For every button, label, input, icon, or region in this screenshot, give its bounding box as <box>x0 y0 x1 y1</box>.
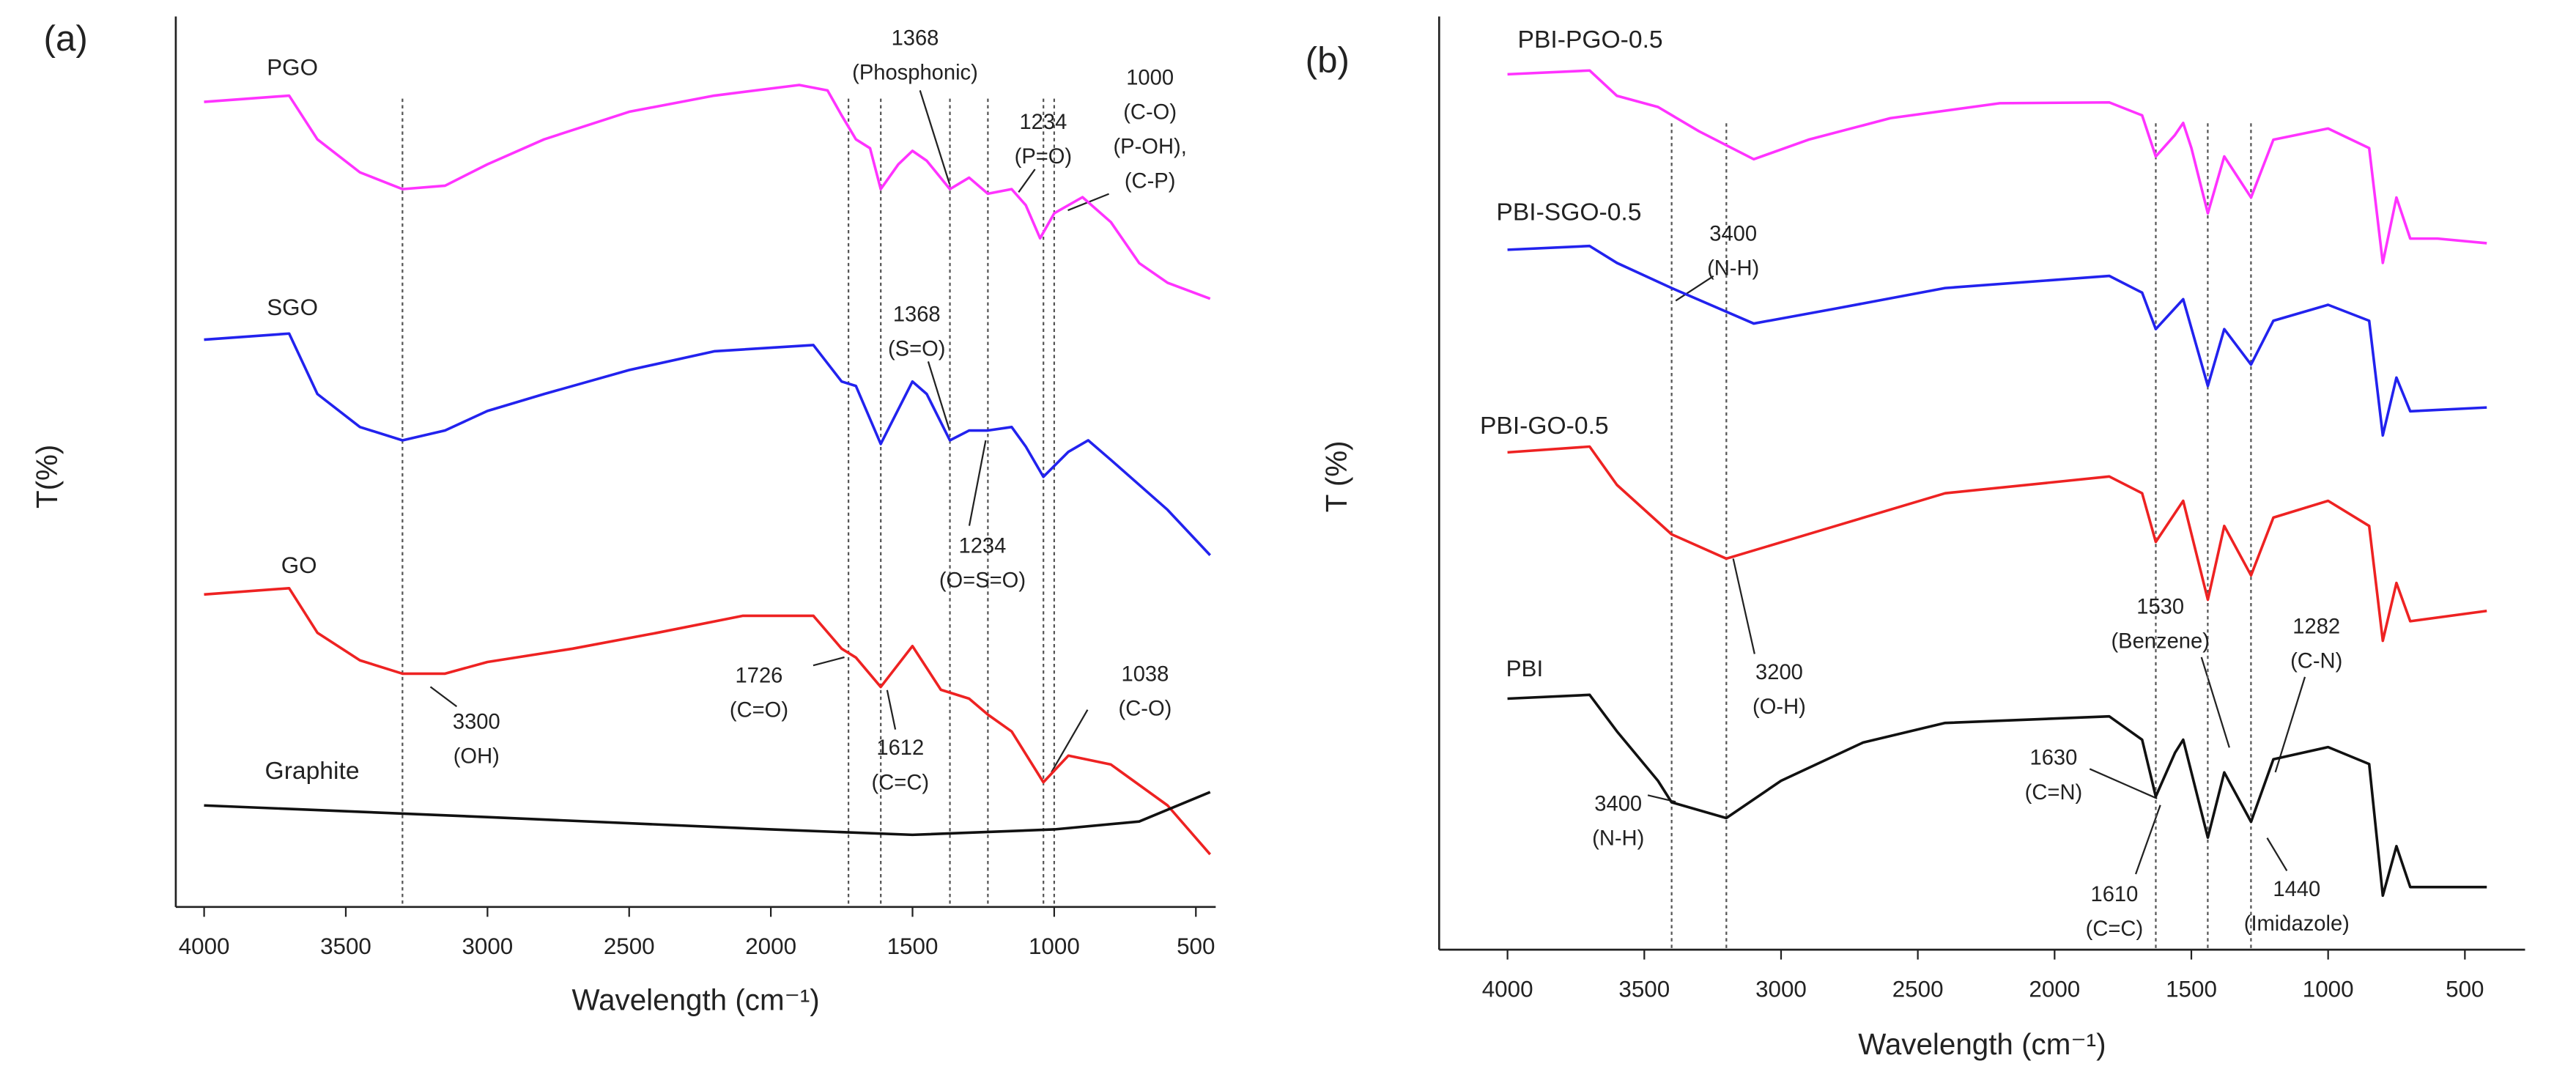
spectrum-line <box>204 332 1212 556</box>
series-label: GO <box>281 552 317 578</box>
spectrum-line <box>204 84 1211 300</box>
leader-line <box>1018 169 1036 193</box>
annotation: 1610 <box>2090 883 2138 906</box>
x-tick-label: 2500 <box>604 933 655 959</box>
annotation: 1234 <box>959 534 1007 558</box>
leader-line <box>919 90 951 185</box>
spectrum-line <box>1507 445 2487 643</box>
series-label: PBI <box>1506 656 1544 681</box>
leader-line <box>2200 657 2230 748</box>
panel-label: (b) <box>1306 40 1350 80</box>
annotation: (C=C) <box>872 771 930 794</box>
x-tick-label: 1000 <box>2303 976 2354 1002</box>
x-tick-label: 3000 <box>462 933 513 959</box>
leader-line <box>886 689 897 730</box>
leader-line <box>2134 805 2161 875</box>
annotation: 1530 <box>2136 595 2184 618</box>
series-label: SGO <box>267 295 318 320</box>
annotation: (P=O) <box>1015 145 1073 169</box>
x-tick-label: 3000 <box>1755 976 1807 1002</box>
x-tick-label: 1000 <box>1029 933 1080 959</box>
annotation: (C=C) <box>2086 917 2144 941</box>
annotation: 1000 <box>1126 66 1174 89</box>
series-label: PBI-GO-0.5 <box>1480 413 1609 440</box>
annotation: (C-O) <box>1123 100 1177 124</box>
annotation: (OH) <box>454 744 500 768</box>
annotation: (S=O) <box>888 337 946 360</box>
x-axis-title: Wavelength (cm⁻¹) <box>571 983 819 1017</box>
annotation: (N-H) <box>1707 256 1759 280</box>
annotation: (N-H) <box>1592 827 1644 851</box>
annotation: (Imidazole) <box>2244 912 2350 936</box>
spectrum-line <box>1507 693 2487 898</box>
series-label: PBI-PGO-0.5 <box>1518 26 1663 53</box>
leader-line <box>2274 676 2306 773</box>
x-tick-label: 500 <box>2446 976 2484 1002</box>
annotation: (C=O) <box>730 699 788 722</box>
x-tick-label: 2000 <box>745 933 796 959</box>
series-label: PBI-SGO-0.5 <box>1496 199 1641 226</box>
x-tick-label: 1500 <box>887 933 939 959</box>
x-tick-label: 2500 <box>1892 976 1944 1002</box>
x-tick-label: 500 <box>1177 933 1215 959</box>
leader-line <box>927 361 951 431</box>
annotation: 3200 <box>1755 661 1803 684</box>
leader-line <box>2089 768 2158 799</box>
annotation: (Phosphonic) <box>852 62 978 85</box>
annotation: (O-H) <box>1753 695 1806 719</box>
y-axis-title: T(%) <box>30 445 64 508</box>
annotation: (Benzene) <box>2111 630 2209 654</box>
spectrum-line <box>204 587 1212 856</box>
annotation: (C-N) <box>2290 649 2342 673</box>
annotation: 3400 <box>1709 222 1757 245</box>
panel-label: (a) <box>44 18 88 59</box>
series-label: PGO <box>267 55 318 81</box>
annotation: 1234 <box>1019 111 1067 134</box>
series-label: Graphite <box>265 758 360 785</box>
x-tick-label: 2000 <box>2029 976 2080 1002</box>
leader-line <box>968 440 987 526</box>
annotation: (O=S=O) <box>939 569 1026 593</box>
spectrum-line <box>1507 69 2487 265</box>
x-axis-title: Wavelength (cm⁻¹) <box>1858 1027 2106 1061</box>
leader-lines <box>429 90 2306 875</box>
annotation: 1038 <box>1122 662 1169 686</box>
x-tick-label: 3500 <box>320 933 371 959</box>
leader-line <box>429 686 458 708</box>
leader-line <box>1051 709 1089 773</box>
annotation: 1612 <box>876 736 924 760</box>
annotation: 1440 <box>2273 878 2320 901</box>
annotation: (C-O) <box>1119 697 1172 720</box>
x-tick-label: 4000 <box>1482 976 1533 1002</box>
leader-line <box>1732 558 1755 654</box>
annotation: 1282 <box>2292 615 2340 638</box>
x-tick-label: 4000 <box>179 933 230 959</box>
spectrum-line <box>204 791 1211 837</box>
annotation: 1726 <box>736 665 783 688</box>
x-tick-label: 3500 <box>1618 976 1670 1002</box>
annotation: (C-P) <box>1125 170 1176 193</box>
spectrum-line <box>1507 244 2487 437</box>
x-tick-label: 1500 <box>2166 976 2217 1002</box>
annotation: 1368 <box>893 303 941 326</box>
y-axis-title: T (%) <box>1320 440 1353 512</box>
leader-line <box>813 656 845 667</box>
annotation: 1368 <box>892 27 939 51</box>
annotation: 3400 <box>1594 792 1642 816</box>
annotation: 3300 <box>453 710 500 733</box>
annotation: (C=N) <box>2025 781 2083 805</box>
annotation: (P-OH), <box>1113 136 1186 159</box>
leader-line <box>1675 275 1714 302</box>
leader-line <box>2266 837 2288 872</box>
annotation: 1630 <box>2030 747 2078 770</box>
